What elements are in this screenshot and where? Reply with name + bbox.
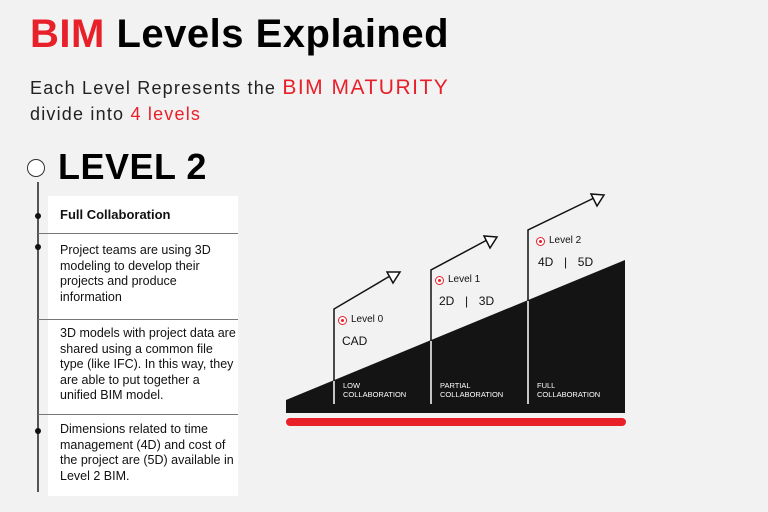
level-1-bar-label: PARTIAL COLLABORATION	[440, 381, 503, 399]
card-item-2: 3D models with project data are shared u…	[60, 326, 236, 402]
level-1-bar-line2: COLLABORATION	[440, 390, 504, 399]
level-1-dims: 2D | 3D	[439, 294, 495, 308]
level-heading: LEVEL 2	[58, 146, 207, 187]
bullet-dot-icon	[35, 244, 41, 250]
divider	[38, 233, 238, 234]
bullet-dot-icon	[35, 428, 41, 434]
level-2-dims: 4D | 5D	[538, 255, 594, 269]
timeline-circle-icon	[27, 159, 45, 177]
level-0-arrow-icon	[333, 271, 402, 381]
info-card	[48, 196, 238, 496]
subtitle-line-1-prefix: Each Level Represents the	[30, 78, 277, 98]
level-2-bar-line2: COLLABORATION	[537, 390, 601, 399]
level-0-bar-line2: COLLABORATION	[343, 390, 407, 399]
page-title: BIM Levels Explained	[30, 12, 449, 57]
title-accent: BIM	[30, 12, 105, 56]
level-0-bar-line1: LOW	[343, 381, 361, 390]
level-0-label: Level 0	[351, 314, 384, 325]
level-0-dims: CAD	[342, 334, 368, 348]
timeline-line	[37, 182, 39, 492]
bullet-dot-icon	[35, 213, 41, 219]
level-2-marker-icon	[536, 237, 545, 246]
divider	[38, 414, 238, 415]
subtitle-line-1: Each Level Represents the BIM MATURITY	[30, 76, 449, 100]
level-1-marker-icon	[435, 276, 444, 285]
base-bar	[286, 418, 626, 426]
card-item-title: Full Collaboration	[60, 207, 171, 222]
level-1-label: Level 1	[448, 274, 481, 285]
level-0-bar-label: LOW COLLABORATION	[343, 381, 406, 399]
card-item-3: Dimensions related to time management (4…	[60, 422, 234, 483]
level-1-bar-line1: PARTIAL	[440, 381, 471, 390]
subtitle-line-2-accent: 4 levels	[130, 104, 202, 124]
card-item-1: Project teams are using 3D modeling to d…	[60, 243, 211, 304]
level-1-arrow-icon	[430, 235, 499, 341]
level-0-marker-icon	[338, 316, 347, 325]
subtitle-line-2: divide into 4 levels	[30, 104, 201, 125]
level-2-arrow-icon	[527, 193, 606, 301]
level-2-label: Level 2	[549, 235, 582, 246]
level-2-bar-label: FULL COLLABORATION	[537, 381, 600, 399]
title-rest: Levels Explained	[116, 12, 450, 56]
subtitle-line-2-prefix: divide into	[30, 104, 125, 124]
level-2-bar-line1: FULL	[537, 381, 556, 390]
ramp-shape	[286, 260, 625, 413]
subtitle-line-1-accent: BIM MATURITY	[282, 76, 450, 99]
divider	[38, 319, 238, 320]
